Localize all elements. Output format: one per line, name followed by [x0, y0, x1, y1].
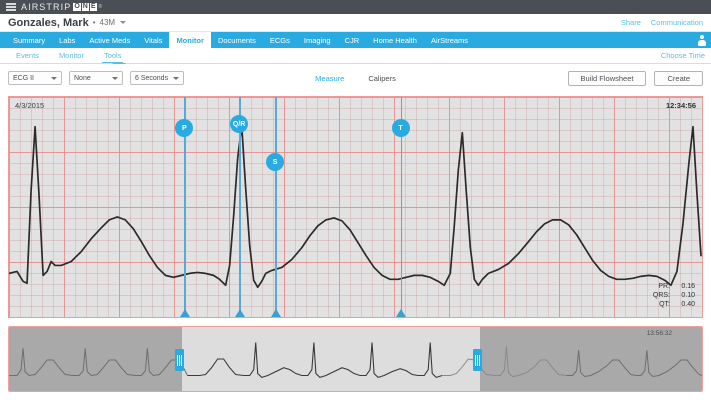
tab-cjr[interactable]: CJR: [344, 35, 360, 45]
tab-imaging[interactable]: Imaging: [303, 35, 331, 45]
measurement-row-pr: PR: 0.16: [650, 282, 695, 291]
ecg-grid-bold: [9, 97, 702, 317]
pr-label: PR:: [658, 283, 670, 290]
patient-name[interactable]: Gonzales, Mark: [8, 16, 89, 29]
navigator-dim-right: [480, 327, 702, 391]
tab-monitor[interactable]: Monitor: [169, 32, 211, 48]
chevron-down-icon: [51, 76, 57, 80]
drag-grip-line: [177, 354, 179, 366]
ecg-trace: [9, 123, 702, 289]
subtab-monitor[interactable]: Monitor: [58, 51, 84, 60]
lead-select[interactable]: ECG II: [8, 71, 62, 85]
qrs-value: 0.10: [681, 292, 695, 299]
tab-summary[interactable]: Summary: [13, 35, 46, 45]
patient-separator: •: [92, 18, 96, 27]
measure-mode-toggle: Measure Calipers: [303, 71, 408, 86]
main-navigation: Summary Labs Active Meds Vitals Monitor …: [0, 32, 711, 48]
marker-badge-p[interactable]: P: [175, 119, 194, 137]
user-icon-head: [699, 34, 704, 39]
ecg-grid: [9, 97, 702, 317]
drag-grip-line: [477, 354, 479, 366]
toolbar-actions: Build Flowsheet Create: [567, 70, 703, 86]
brand-bar: AIRSTRIP O N E ®: [0, 0, 711, 14]
ecg-time-label: 12:34:56: [665, 101, 696, 110]
communication-link[interactable]: Communication: [650, 18, 703, 27]
sub-navigation: Events Monitor Tools Choose Time: [0, 48, 711, 70]
marker-badge-s[interactable]: S: [266, 153, 285, 171]
brand-one-blocks: O N E: [73, 3, 97, 11]
share-link[interactable]: Share: [620, 18, 641, 27]
ecg-date-label: 4/3/2015: [15, 101, 45, 110]
tab-labs[interactable]: Labs: [59, 35, 76, 45]
caliper-line-t[interactable]: [396, 97, 407, 317]
caliper-handle-icon[interactable]: [396, 309, 407, 317]
navigator-timestamp: 13:56:32: [646, 330, 672, 337]
caliper-handle-icon[interactable]: [180, 309, 191, 317]
lead-select-value: ECG II: [13, 74, 35, 82]
duration-select[interactable]: 6 Seconds: [130, 71, 184, 85]
subtab-events[interactable]: Events: [16, 51, 39, 60]
calipers-button[interactable]: Calipers: [368, 73, 396, 83]
navigator-dim-left: [9, 327, 183, 391]
chevron-down-icon[interactable]: [120, 21, 127, 24]
choose-time-link[interactable]: Choose Time: [660, 51, 705, 60]
qrs-label: QRS:: [652, 292, 670, 299]
user-icon-body: [697, 39, 706, 46]
tab-active-meds[interactable]: Active Meds: [89, 35, 131, 45]
drag-grip-line: [181, 354, 183, 366]
brand-logo: AIRSTRIP O N E ®: [21, 2, 103, 12]
create-button[interactable]: Create: [654, 70, 703, 86]
caliper-handle-icon[interactable]: [234, 309, 245, 317]
marker-badge-t[interactable]: T: [391, 119, 410, 137]
patient-demographics: 43M: [99, 18, 116, 27]
chevron-down-icon: [112, 76, 118, 80]
navigator-trace: [9, 342, 702, 379]
chevron-down-icon: [173, 76, 179, 80]
tab-vitals[interactable]: Vitals: [144, 35, 163, 45]
pr-value: 0.16: [681, 283, 695, 290]
caliper-line-p[interactable]: [180, 97, 191, 317]
caliper-line-s[interactable]: [270, 97, 281, 317]
tab-home-health[interactable]: Home Health: [373, 35, 417, 45]
caliper-handle-icon[interactable]: [270, 309, 281, 317]
qt-value: 0.40: [681, 301, 695, 308]
user-icon[interactable]: [697, 34, 706, 46]
filter-select[interactable]: None: [69, 71, 123, 85]
duration-select-value: 6 Seconds: [135, 74, 169, 82]
patient-bar: Gonzales, Mark • 43M Share Communication: [0, 14, 711, 32]
brand-letter-o: O: [73, 3, 81, 11]
tab-ecgs[interactable]: ECGs: [269, 35, 290, 45]
nav-right-actions: [697, 32, 706, 48]
caliper-line-qr[interactable]: [234, 97, 245, 317]
brand-letter-n: N: [81, 3, 89, 11]
drag-grip-line: [179, 354, 181, 366]
measure-button[interactable]: Measure: [315, 73, 345, 83]
drag-grip-line: [479, 354, 481, 366]
tab-airstreams[interactable]: AirStreams: [430, 35, 469, 45]
filter-select-value: None: [74, 74, 91, 82]
qt-label: QT:: [659, 301, 670, 308]
brand-letter-e: E: [89, 3, 97, 11]
registered-mark: ®: [98, 4, 104, 10]
ecg-waveform-panel[interactable]: 4/3/2015 12:34:56 P Q/R S T PR: 0.16: [8, 96, 703, 318]
brand-name: AIRSTRIP: [21, 2, 72, 12]
hamburger-icon[interactable]: [6, 3, 16, 11]
measurement-row-qrs: QRS: 0.10: [650, 291, 695, 300]
navigator-handle-right[interactable]: [473, 349, 483, 371]
measurement-row-qt: QT: 0.40: [650, 300, 695, 309]
ecg-navigator-strip[interactable]: 13:56:32: [8, 326, 703, 392]
ecg-toolbar: ECG II None 6 Seconds Measure Calipers B…: [0, 64, 711, 92]
build-flowsheet-button[interactable]: Build Flowsheet: [567, 70, 647, 86]
measurement-readout: PR: 0.16 QRS: 0.10 QT: 0.40: [650, 282, 695, 309]
marker-badge-qr[interactable]: Q/R: [230, 115, 249, 133]
drag-grip-line: [475, 354, 477, 366]
subtab-tools[interactable]: Tools: [94, 48, 132, 63]
tab-documents[interactable]: Documents: [217, 35, 256, 45]
navigator-handle-left[interactable]: [175, 349, 185, 371]
